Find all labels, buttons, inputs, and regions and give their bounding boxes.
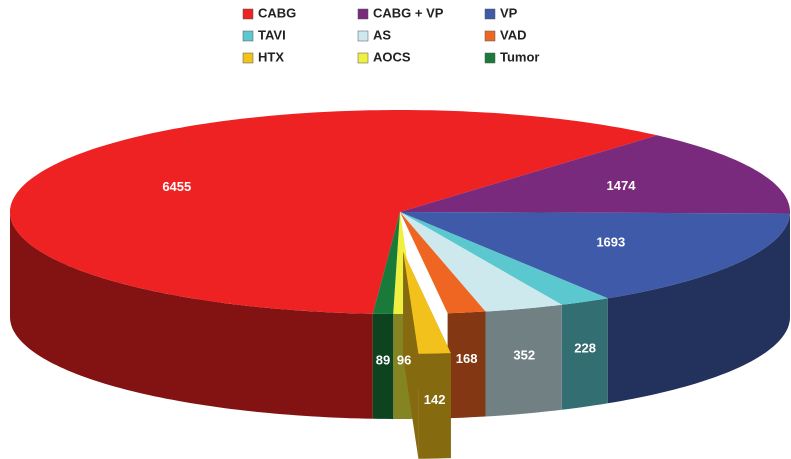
data-label: 142	[424, 392, 446, 407]
legend-label: TAVI	[258, 27, 286, 42]
slice-side	[485, 304, 562, 417]
legend-swatch	[242, 8, 254, 20]
data-label: 352	[513, 347, 535, 362]
legend-label: CABG + VP	[373, 5, 444, 20]
legend-label: Tumor	[500, 49, 539, 64]
legend-label: AS	[373, 27, 391, 42]
legend-label: VAD	[500, 27, 526, 42]
slice-side	[447, 311, 486, 419]
slice-side	[418, 353, 451, 459]
legend-label: CABG	[258, 5, 296, 20]
legend-swatch	[484, 8, 496, 20]
legend-swatch	[357, 8, 369, 20]
slice	[400, 135, 790, 214]
data-label: 1474	[607, 178, 637, 193]
data-label: 89	[376, 353, 390, 368]
slice-side	[372, 313, 394, 419]
data-label: 1693	[596, 234, 625, 249]
legend-label: VP	[500, 5, 518, 20]
legend-swatch	[484, 30, 496, 42]
data-label: 228	[574, 340, 596, 355]
slice	[400, 212, 486, 314]
data-label: 6455	[162, 179, 191, 194]
legend-swatch	[242, 52, 254, 64]
slice	[400, 212, 608, 305]
data-label: 168	[456, 351, 478, 366]
legend-swatch	[484, 52, 496, 64]
legend-swatch	[242, 30, 254, 42]
legend-label: AOCS	[373, 49, 411, 64]
legend-swatch	[357, 30, 369, 42]
slice-side	[403, 251, 419, 459]
slice	[400, 212, 790, 299]
slice	[403, 251, 451, 354]
slice-side	[10, 212, 373, 419]
slice	[10, 110, 658, 314]
slice	[372, 212, 400, 314]
slice-side	[561, 298, 608, 410]
slice	[400, 212, 562, 312]
legend-swatch	[357, 52, 369, 64]
slice-side	[607, 213, 790, 404]
data-label: 96	[397, 353, 411, 368]
legend-label: HTX	[258, 49, 284, 64]
